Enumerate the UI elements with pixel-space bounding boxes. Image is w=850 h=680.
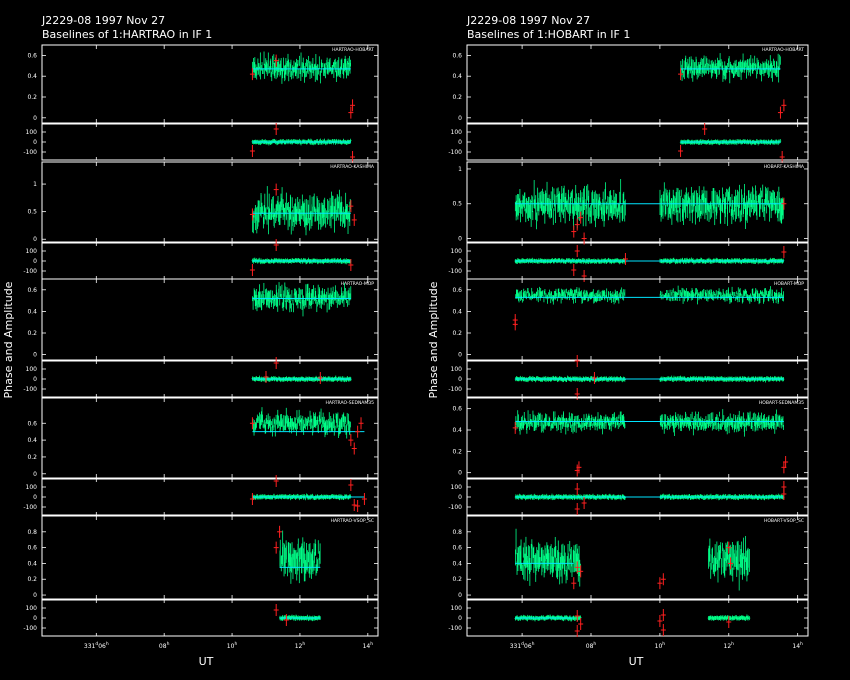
amp-tick-label: 0 — [33, 352, 37, 359]
amp-tick-label: 1 — [458, 166, 462, 173]
baseline-label: HARTRAO-SEDNAM35 — [326, 400, 375, 406]
phase-tick-label: -100 — [23, 504, 37, 511]
amp-tick-label: 0.2 — [27, 94, 37, 101]
title-line2: Baselines of 1:HOBART in IF 1 — [467, 28, 630, 41]
amplitude-frame — [41, 515, 379, 600]
amp-tick-label: 0 — [33, 236, 37, 243]
baseline-label: HARTRAO-HOBART — [762, 47, 804, 53]
amp-tick-label: 0.6 — [27, 420, 37, 427]
phase-tick-label: 0 — [33, 139, 37, 146]
phase-tick-label: 100 — [26, 366, 38, 373]
amp-tick-label: 0.6 — [27, 545, 37, 552]
y-axis-label: Phase and Amplitude — [427, 281, 440, 398]
amp-tick-label: 0.6 — [452, 52, 462, 59]
amplitude-frame — [466, 44, 809, 124]
x-tick-label: 14h — [363, 641, 374, 650]
panel-hobart: J2229-08 1997 Nov 27 Baselines of 1:HOBA… — [427, 14, 809, 668]
phase-tick-label: 0 — [458, 258, 462, 265]
phase-frame — [41, 599, 379, 637]
x-axis-label: UT — [629, 655, 644, 668]
amp-tick-label: 0 — [458, 352, 462, 359]
amp-tick-label: 0.4 — [27, 73, 37, 80]
amp-tick-label: 0.6 — [27, 52, 37, 59]
amp-tick-label: 0.6 — [452, 287, 462, 294]
amp-tick-label: 0.8 — [27, 529, 37, 536]
amplitude-frame — [466, 161, 809, 243]
phase-tick-label: 100 — [451, 366, 463, 373]
amp-tick-label: 0.2 — [452, 330, 462, 337]
title-line1: J2229-08 1997 Nov 27 — [41, 14, 165, 27]
phase-tick-label: 100 — [26, 605, 38, 612]
phase-tick-label: -100 — [448, 149, 462, 156]
amp-tick-label: 0 — [458, 236, 462, 243]
amp-tick-label: 0 — [33, 592, 37, 599]
amp-tick-label: 0.4 — [27, 437, 37, 444]
amp-tick-label: 0.2 — [27, 454, 37, 461]
title-line1: J2229-08 1997 Nov 27 — [466, 14, 590, 27]
phase-tick-label: 100 — [451, 129, 463, 136]
panel-hartrao: J2229-08 1997 Nov 27 Baselines of 1:HART… — [2, 14, 379, 668]
y-axis-label: Phase and Amplitude — [2, 281, 15, 398]
baseline-label: HARTRAO-KASHIMA — [330, 164, 375, 170]
amp-tick-label: 0 — [33, 115, 37, 122]
amp-tick-label: 0.5 — [452, 201, 462, 208]
amp-tick-label: 0.6 — [27, 287, 37, 294]
phase-tick-label: -100 — [23, 625, 37, 632]
amplitude-frame — [41, 44, 379, 124]
x-tick-label: 10h — [227, 641, 238, 650]
x-tick-label: 12h — [295, 641, 306, 650]
x-tick-label: 08h — [159, 641, 170, 650]
phase-tick-label: -100 — [448, 386, 462, 393]
amp-tick-label: 0.4 — [27, 560, 37, 567]
baseline-label: HARTRAO-HOBART — [332, 47, 374, 53]
amp-tick-label: 0.2 — [27, 576, 37, 583]
phase-tick-label: 0 — [458, 139, 462, 146]
amp-tick-label: 1 — [33, 181, 37, 188]
amp-tick-label: 0.2 — [27, 330, 37, 337]
baseline-label: HOBART-MOP — [774, 281, 804, 287]
baseline-label: HARTRAO-VSOP_SC — [331, 518, 374, 524]
x-tick-label: 331d06h — [84, 641, 109, 650]
phase-tick-label: -100 — [23, 386, 37, 393]
amp-tick-label: 0.4 — [27, 308, 37, 315]
baseline-label: HARTRAO-MOP — [341, 281, 375, 287]
amp-tick-label: 0.4 — [452, 308, 462, 315]
baseline-label: HOBART-KASHIMA — [764, 164, 805, 170]
phase-tick-label: 0 — [33, 494, 37, 501]
phase-tick-label: 100 — [26, 484, 38, 491]
phase-tick-label: 0 — [33, 376, 37, 383]
amp-tick-label: 0 — [458, 115, 462, 122]
phase-tick-label: 0 — [33, 258, 37, 265]
phase-tick-label: 100 — [26, 129, 38, 136]
amp-tick-label: 0 — [33, 471, 37, 478]
amp-tick-label: 0.5 — [27, 209, 37, 216]
phase-tick-label: 100 — [26, 248, 38, 255]
title-line2: Baselines of 1:HARTRAO in IF 1 — [42, 28, 212, 41]
phase-tick-label: 0 — [458, 376, 462, 383]
phase-tick-label: -100 — [23, 268, 37, 275]
amplitude-frame — [466, 278, 809, 361]
amp-tick-label: 0.2 — [452, 94, 462, 101]
phase-tick-label: 0 — [33, 615, 37, 622]
amp-tick-label: 0.4 — [452, 73, 462, 80]
amplitude-frame — [41, 397, 379, 479]
amplitude-frame — [41, 161, 379, 243]
phase-tick-label: 100 — [451, 248, 463, 255]
phase-tick-label: -100 — [448, 268, 462, 275]
amplitude-frame — [41, 278, 379, 361]
x-axis-label: UT — [199, 655, 214, 668]
phase-tick-label: -100 — [23, 149, 37, 156]
